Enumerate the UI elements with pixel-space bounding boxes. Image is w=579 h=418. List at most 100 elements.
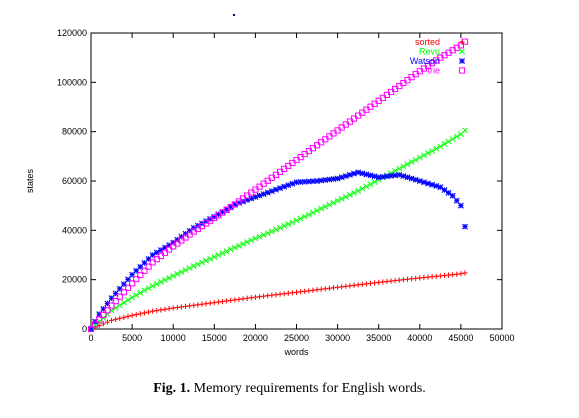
data-point [305,211,312,218]
data-point [141,267,148,274]
data-point [174,271,181,277]
marker-stroke [285,221,292,228]
legend-label-revu: Revu [419,47,440,57]
data-point [416,178,423,184]
y-axis-label: states [25,168,35,193]
data-point [334,197,341,204]
marker-stroke [165,246,173,253]
data-point [449,192,456,199]
data-point [458,271,464,277]
marker-stroke [462,223,468,230]
marker-stroke [309,209,316,216]
marker-stroke [314,178,321,184]
data-point [153,280,160,287]
data-point [145,285,152,292]
marker-stroke [157,247,164,254]
data-point [437,143,444,150]
marker-stroke [166,274,173,281]
marker-stroke [396,165,403,172]
data-point [351,170,358,177]
marker-stroke [108,295,115,302]
marker-stroke [367,181,374,188]
marker-stroke [207,255,214,262]
data-point [203,301,209,307]
marker-stroke [392,172,399,179]
marker-stroke [351,189,357,196]
marker-stroke [149,259,156,266]
data-point [227,246,234,253]
data-point [125,297,131,303]
data-point [161,249,169,256]
marker-stroke [453,197,460,204]
data-point [170,305,176,311]
data-point [186,265,193,272]
data-point [462,127,468,134]
marker-stroke [416,178,423,184]
marker-stroke [170,273,177,279]
marker-stroke [112,290,119,297]
data-point [342,173,349,180]
data-point [462,223,468,230]
marker-stroke [334,197,341,204]
marker-stroke [124,284,132,291]
data-point [285,182,292,189]
y-tick-label: 0 [82,324,87,334]
marker-stroke [141,267,148,274]
data-point [338,195,345,202]
marker-stroke [293,179,300,186]
marker-stroke [133,292,140,299]
data-point [256,233,263,240]
marker-stroke [92,321,99,328]
marker-stroke [433,182,440,189]
data-point [158,307,164,313]
marker-stroke [264,230,271,237]
data-point [191,302,197,308]
data-point [166,306,172,312]
marker-stroke [330,176,337,183]
data-point [228,297,234,304]
data-point [400,173,407,180]
marker-stroke [157,278,164,285]
marker-stroke [326,201,333,208]
marker-stroke [318,177,325,184]
marker-stroke [445,189,452,196]
marker-stroke [416,154,423,161]
data-point [429,147,436,154]
data-point [129,312,135,319]
data-point [174,304,180,311]
data-point [457,42,464,49]
marker-stroke [129,280,136,287]
data-point [351,189,357,196]
data-point [194,261,201,268]
data-point [190,263,197,270]
marker-stroke [211,254,218,260]
marker-stroke [437,143,444,150]
data-point [149,282,156,289]
marker-stroke [190,263,197,270]
marker-stroke [231,244,238,251]
data-point [150,308,156,314]
data-point [113,316,119,322]
data-point [108,302,115,309]
data-point [117,315,123,321]
marker-stroke [425,150,431,157]
marker-stroke [260,231,267,238]
data-point [162,276,168,283]
x-tick-label: 50000 [489,333,514,343]
marker-stroke [256,233,263,240]
data-point [412,156,419,163]
marker-stroke [223,248,230,255]
data-point [199,301,205,307]
marker-stroke [236,242,242,249]
marker-stroke [379,173,386,180]
data-point [420,152,427,159]
data-point [453,133,460,140]
marker-stroke [342,193,349,200]
marker-stroke [429,147,436,154]
data-point [145,309,152,315]
marker-stroke [252,235,259,242]
data-point [346,191,353,198]
data-point [371,179,378,185]
marker-stroke [445,138,452,145]
legend-marker-revu [459,48,465,55]
